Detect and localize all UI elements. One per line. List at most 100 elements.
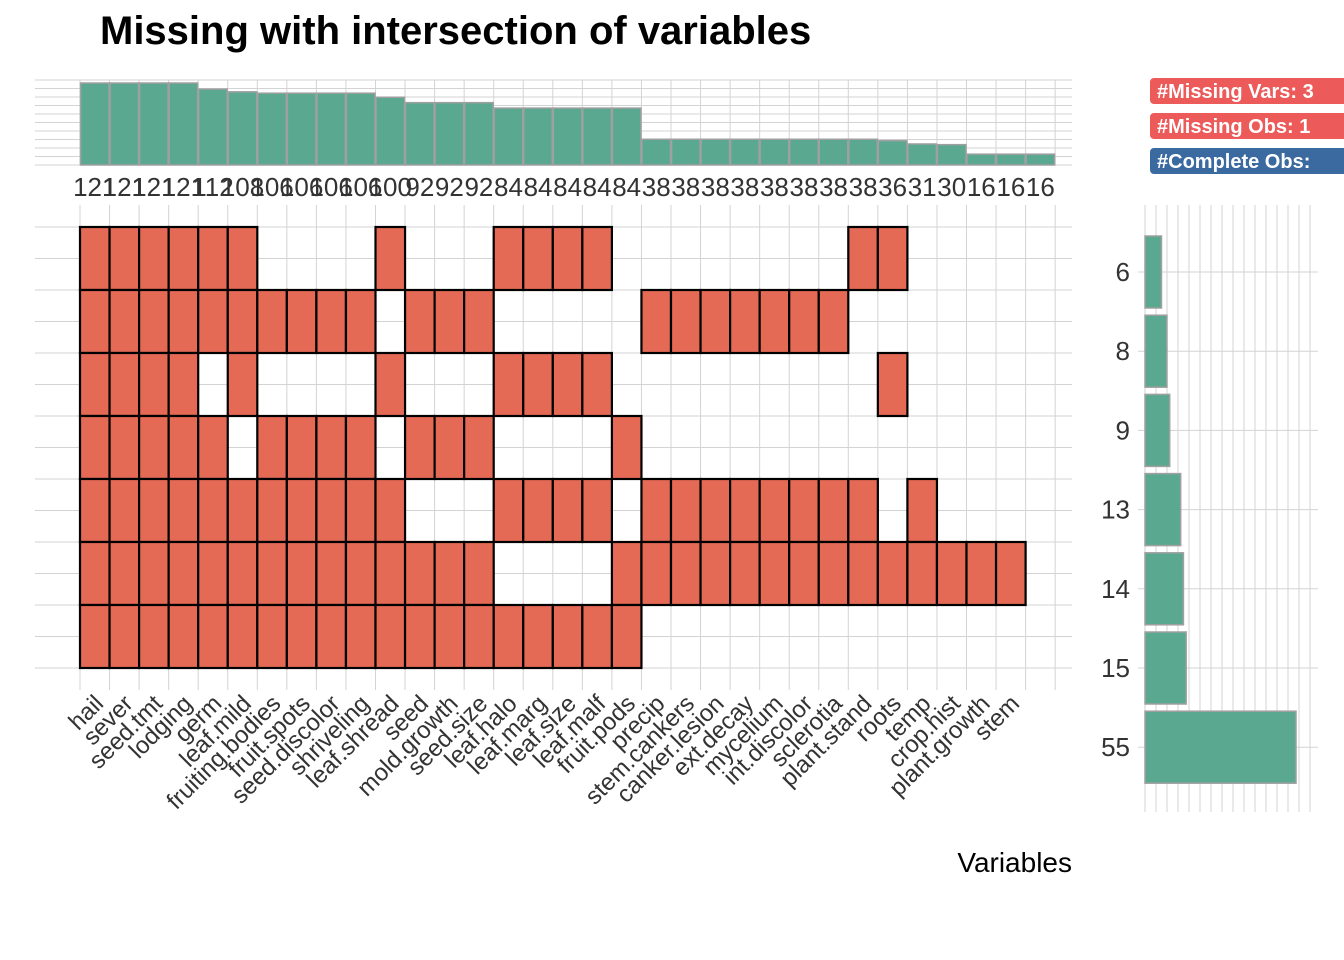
missing-count-bar <box>345 92 376 166</box>
missing-count-bar <box>109 82 140 166</box>
matrix-cell <box>108 288 141 355</box>
matrix-cell <box>108 414 141 481</box>
matrix-cell <box>256 477 288 544</box>
matrix-cell <box>78 414 111 481</box>
matrix-cell <box>138 288 170 355</box>
matrix-cell <box>226 540 259 607</box>
matrix-cell <box>551 477 584 544</box>
matrix-cell <box>433 540 466 607</box>
matrix-cell <box>581 477 613 544</box>
matrix-cell <box>522 603 554 670</box>
matrix-cell <box>581 351 613 418</box>
matrix-cell <box>876 351 909 418</box>
intersection-size-label: 15 <box>1101 653 1130 683</box>
missing-count-bar <box>197 88 228 166</box>
missing-count-label: 16 <box>1026 172 1055 202</box>
matrix-cell <box>640 477 673 544</box>
matrix-cell <box>551 603 584 670</box>
matrix-cell <box>906 477 939 544</box>
matrix-cell <box>522 225 554 292</box>
intersection-size-bar <box>1144 235 1163 309</box>
missing-count-label: 108 <box>221 172 264 202</box>
missing-count-label: 16 <box>996 172 1025 202</box>
matrix-cell <box>817 288 850 355</box>
missing-count-bar <box>552 107 583 166</box>
matrix-cell <box>78 477 111 544</box>
matrix-cell <box>108 225 141 292</box>
missing-count-bar <box>257 92 288 166</box>
missing-count-bar <box>995 153 1026 166</box>
matrix-cell <box>374 477 407 544</box>
matrix-cell <box>256 603 288 670</box>
matrix-cell <box>640 288 673 355</box>
missing-count-label: 38 <box>790 172 819 202</box>
intersection-size-bar <box>1144 393 1171 468</box>
matrix-cell <box>108 351 141 418</box>
matrix-cell <box>906 540 939 607</box>
missing-count-label: 92 <box>435 172 464 202</box>
missing-count-bar <box>641 138 672 166</box>
matrix-cell <box>669 288 702 355</box>
missing-count-label: 84 <box>524 172 553 202</box>
missing-count-bar <box>168 82 199 166</box>
missing-count-bar <box>907 143 938 166</box>
missing-count-bar <box>1025 153 1056 166</box>
matrix-cell <box>256 288 288 355</box>
missing-count-label: 38 <box>730 172 759 202</box>
matrix-cell <box>167 603 200 670</box>
missing-count-label: 38 <box>819 172 848 202</box>
missing-count-bar <box>818 138 849 166</box>
matrix-cell <box>551 351 584 418</box>
missing-count-label: 92 <box>464 172 493 202</box>
missing-count-bar <box>434 101 465 166</box>
missing-count-bar <box>670 138 701 166</box>
missing-count-bar <box>936 143 967 166</box>
summary-badge-label: #Complete Obs: <box>1157 151 1310 173</box>
intersection-size-label: 9 <box>1116 415 1130 445</box>
missing-count-bar <box>375 96 406 166</box>
matrix-cell <box>610 603 643 670</box>
matrix-cell <box>285 477 318 544</box>
matrix-cell <box>226 351 259 418</box>
matrix-cell <box>344 288 377 355</box>
matrix-cell <box>138 225 170 292</box>
matrix-cell <box>256 540 288 607</box>
summary-badge-label: #Missing Vars: 3 <box>1157 81 1314 103</box>
missing-count-label: 38 <box>701 172 730 202</box>
intersection-size-label: 13 <box>1101 495 1130 525</box>
missing-count-label: 92 <box>405 172 434 202</box>
matrix-cell <box>344 414 377 481</box>
matrix-cell <box>226 477 259 544</box>
intersection-size-label: 55 <box>1101 732 1130 762</box>
matrix-cell <box>167 477 200 544</box>
matrix-cell <box>285 603 318 670</box>
matrix-cell <box>197 477 229 544</box>
matrix-cell <box>610 540 643 607</box>
matrix-cell <box>522 351 554 418</box>
intersection-matrix-panel: hailseverseed.tmtlodginggermleaf.mildfru… <box>35 205 1072 815</box>
matrix-cell <box>433 288 466 355</box>
matrix-cell <box>138 540 170 607</box>
missing-count-label: 30 <box>937 172 966 202</box>
intersection-size-bar <box>1144 314 1168 388</box>
matrix-cell <box>344 477 377 544</box>
summary-badge <box>1150 78 1344 104</box>
matrix-cell <box>226 225 259 292</box>
matrix-cell <box>669 540 702 607</box>
matrix-cell <box>699 477 732 544</box>
missing-count-label: 84 <box>553 172 582 202</box>
matrix-cell <box>728 477 761 544</box>
missing-count-label: 84 <box>494 172 523 202</box>
intersection-size-bar <box>1144 631 1187 705</box>
summary-badge-label: #Missing Obs: 1 <box>1157 116 1310 138</box>
matrix-cell <box>226 603 259 670</box>
matrix-cell <box>610 414 643 481</box>
missing-count-label: 16 <box>967 172 996 202</box>
matrix-cell <box>78 603 111 670</box>
matrix-cell <box>374 540 407 607</box>
missing-count-label: 121 <box>162 172 205 202</box>
x-axis-label: Variables <box>957 847 1072 878</box>
chart-title: Missing with intersection of variables <box>100 9 811 53</box>
missing-count-bar <box>966 153 997 166</box>
